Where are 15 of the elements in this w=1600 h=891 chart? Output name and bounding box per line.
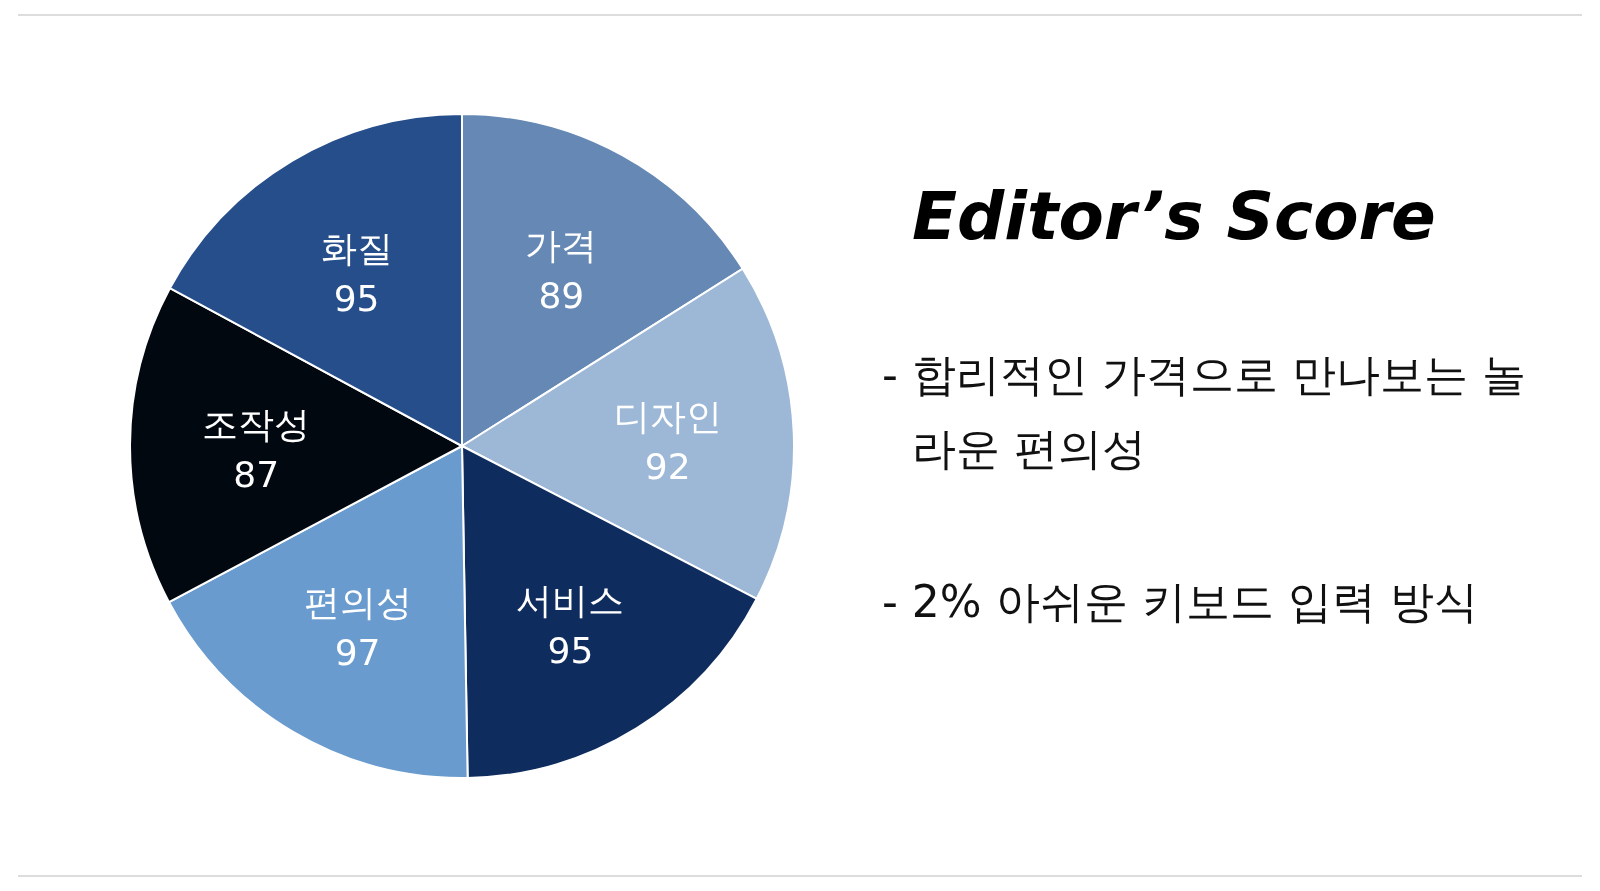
slice-label: 편의성: [303, 582, 412, 624]
text: - 2% 아쉬운 키보드 입력 방식: [882, 575, 1479, 629]
text: - 합리적인 가격으로 만나보는 놀라운 편의성: [882, 348, 1527, 476]
data-label: 95: [333, 278, 380, 320]
data-label: 97: [334, 632, 381, 674]
data-label: 95: [547, 629, 594, 671]
data-label: 92: [644, 446, 691, 488]
data-label: 89: [538, 274, 585, 316]
slice-label: 화질: [320, 228, 393, 270]
slice-label: 서비스: [516, 579, 625, 621]
slice-label: 가격: [525, 224, 598, 266]
data-label: 87: [233, 454, 280, 496]
slice-label: 디자인: [613, 396, 722, 438]
text: Editor’s Score: [912, 178, 1436, 255]
slice-label: 조작성: [202, 404, 311, 446]
